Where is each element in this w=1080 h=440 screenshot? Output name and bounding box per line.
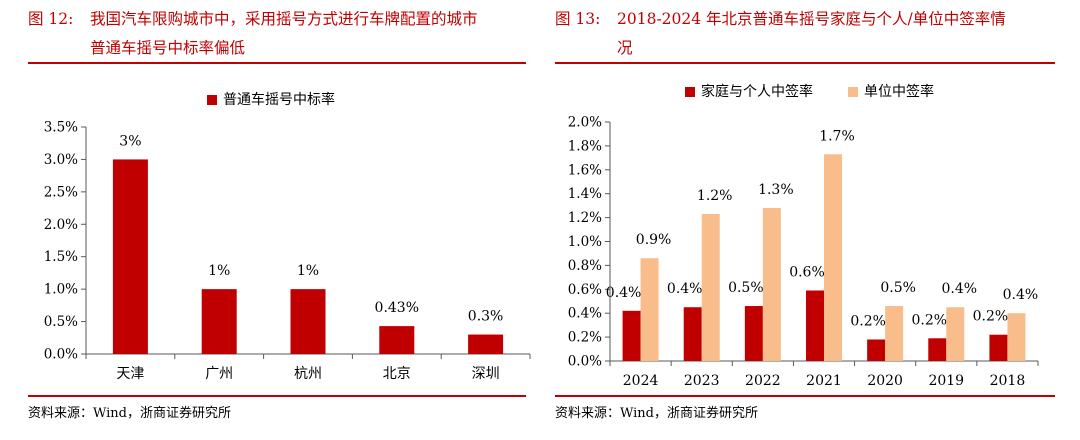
figure-13-panel: 图 13: 2018-2024 年北京普通车摇号家庭与个人/单位中签率情 况 0.… — [548, 0, 1080, 440]
fig12-bar-primary — [379, 326, 415, 354]
fig13-data-label: 0.4% — [941, 281, 977, 297]
fig13-bar-primary — [622, 310, 641, 361]
figure-13-number: 图 13: — [555, 10, 601, 28]
fig12-data-label: 0.3% — [468, 309, 504, 325]
fig12-data-label: 1% — [208, 263, 230, 279]
figure-13-title: 图 13: 2018-2024 年北京普通车摇号家庭与个人/单位中签率情 况 — [555, 5, 1065, 63]
figure-12-title-line1: 我国汽车限购城市中，采用摇号方式进行车牌配置的城市 — [90, 10, 478, 28]
figure-12-source: 资料来源：Wind，浙商证券研究所 — [28, 406, 231, 421]
fig13-data-label: 0.2% — [911, 312, 947, 328]
fig13-bar-secondary — [824, 154, 842, 361]
fig12-y-tick-label: 3.5% — [44, 120, 78, 136]
fig12-y-tick-label: 0.5% — [44, 314, 78, 330]
figure-13-bottom-rule — [555, 395, 1055, 397]
fig13-data-label: 0.4% — [667, 281, 703, 297]
fig12-y-tick-label: 2.5% — [44, 184, 78, 200]
fig13-bar-secondary — [701, 214, 720, 361]
fig12-x-tick-label: 天津 — [116, 366, 144, 382]
fig13-bar-primary — [867, 339, 886, 361]
fig12-x-tick-label: 北京 — [383, 366, 411, 382]
fig13-y-tick-label: 1.8% — [568, 138, 602, 154]
figure-12-title-line2: 普通车摇号中标率偏低 — [90, 39, 246, 57]
fig13-bar-secondary — [640, 258, 659, 361]
fig12-x-tick-label: 深圳 — [472, 366, 500, 382]
figure-12-bar-chart: 0.0% 0.5% 1.0% 1.5% 2.0% 2.5% 3.0% 3.5% 天津 3% 广州 1%… — [44, 91, 531, 382]
fig13-y-tick-label: 2.0% — [568, 115, 602, 131]
fig13-x-tick-label: 2023 — [684, 373, 720, 389]
fig12-bar-primary — [468, 334, 504, 354]
fig13-y-tick-label: 0.2% — [568, 330, 602, 346]
figure-13-title-line1: 2018-2024 年北京普通车摇号家庭与个人/单位中签率情 — [617, 10, 1006, 28]
fig13-data-label: 0.5% — [880, 280, 916, 296]
fig13-legend-label: 家庭与个人中签率 — [701, 83, 813, 100]
fig13-legend-label: 单位中签率 — [864, 83, 934, 100]
fig12-legend-swatch — [207, 95, 217, 105]
fig13-x-tick-label: 2018 — [990, 373, 1026, 389]
fig13-x-tick-label: 2021 — [806, 373, 842, 389]
fig13-bar-primary — [806, 290, 824, 361]
fig13-bar-secondary — [885, 306, 904, 361]
figure-12-bottom-rule — [28, 395, 526, 397]
fig13-legend-swatch — [685, 87, 695, 97]
fig13-bar-secondary — [1007, 313, 1026, 361]
fig12-y-tick-label: 0.0% — [44, 347, 78, 363]
fig13-data-label: 0.2% — [850, 313, 886, 329]
figure-12-top-rule — [28, 62, 526, 64]
fig13-y-tick-label: 1.0% — [568, 234, 602, 250]
fig13-y-tick-label: 0.6% — [568, 282, 602, 298]
fig13-x-tick-label: 2020 — [867, 373, 903, 389]
fig13-x-tick-label: 2024 — [623, 373, 659, 389]
fig13-x-tick-label: 2022 — [745, 373, 781, 389]
fig12-y-tick-label: 2.0% — [44, 217, 78, 233]
fig12-data-label: 3% — [119, 133, 141, 149]
fig12-data-label: 1% — [297, 263, 319, 279]
fig13-bar-secondary — [946, 307, 965, 361]
figure-13-title-line2: 况 — [617, 39, 633, 57]
figure-13-top-rule — [555, 62, 1055, 64]
fig13-y-tick-label: 0.8% — [568, 258, 602, 274]
figure-12-number: 图 12: — [28, 10, 74, 28]
fig13-y-tick-label: 1.6% — [568, 162, 602, 178]
figure-12-title: 图 12: 我国汽车限购城市中，采用摇号方式进行车牌配置的城市 普通车摇号中标率偏… — [28, 5, 528, 63]
figure-13-source: 资料来源：Wind，浙商证券研究所 — [555, 406, 758, 421]
fig12-x-tick-label: 杭州 — [294, 366, 322, 382]
fig13-bar-primary — [989, 334, 1008, 361]
fig13-bar-primary — [928, 338, 947, 361]
fig12-x-tick-label: 广州 — [205, 366, 233, 382]
fig12-bar-primary — [112, 159, 148, 354]
fig12-bar-primary — [201, 289, 237, 354]
fig13-bar-secondary — [762, 208, 781, 361]
fig12-y-tick-label: 1.0% — [44, 282, 78, 298]
fig13-y-tick-label: 0.0% — [568, 354, 602, 370]
figure-12-panel: 图 12: 我国汽车限购城市中，采用摇号方式进行车牌配置的城市 普通车摇号中标率偏… — [28, 5, 531, 421]
fig13-bar-primary — [683, 307, 702, 361]
fig13-data-label: 1.2% — [697, 188, 733, 204]
fig12-data-label: 0.43% — [375, 300, 419, 316]
fig13-y-tick-label: 0.4% — [568, 306, 602, 322]
fig13-data-label: 0.9% — [636, 232, 672, 248]
fig13-bar-primary — [744, 306, 763, 361]
fig12-bar-primary — [290, 289, 326, 354]
figure-13-bar-chart: 0.0%0.2%0.4%0.6%0.8%1.0%1.2%1.4%1.6%1.8%… — [568, 83, 1039, 389]
fig13-y-tick-label: 1.4% — [568, 186, 602, 202]
fig13-data-label: 0.5% — [728, 280, 764, 296]
fig13-x-tick-label: 2019 — [928, 373, 964, 389]
fig13-legend-swatch — [848, 87, 858, 97]
fig13-data-label: 0.4% — [606, 285, 642, 301]
fig12-legend-label: 普通车摇号中标率 — [223, 91, 335, 108]
fig12-y-tick-label: 3.0% — [44, 152, 78, 168]
fig12-y-tick-label: 1.5% — [44, 249, 78, 265]
fig13-y-tick-label: 1.2% — [568, 210, 602, 226]
fig13-data-label: 1.7% — [819, 128, 855, 144]
fig13-data-label: 0.4% — [1003, 287, 1039, 303]
fig13-data-label: 0.2% — [973, 309, 1009, 325]
fig13-data-label: 0.6% — [789, 264, 825, 280]
fig13-data-label: 1.3% — [758, 182, 794, 198]
